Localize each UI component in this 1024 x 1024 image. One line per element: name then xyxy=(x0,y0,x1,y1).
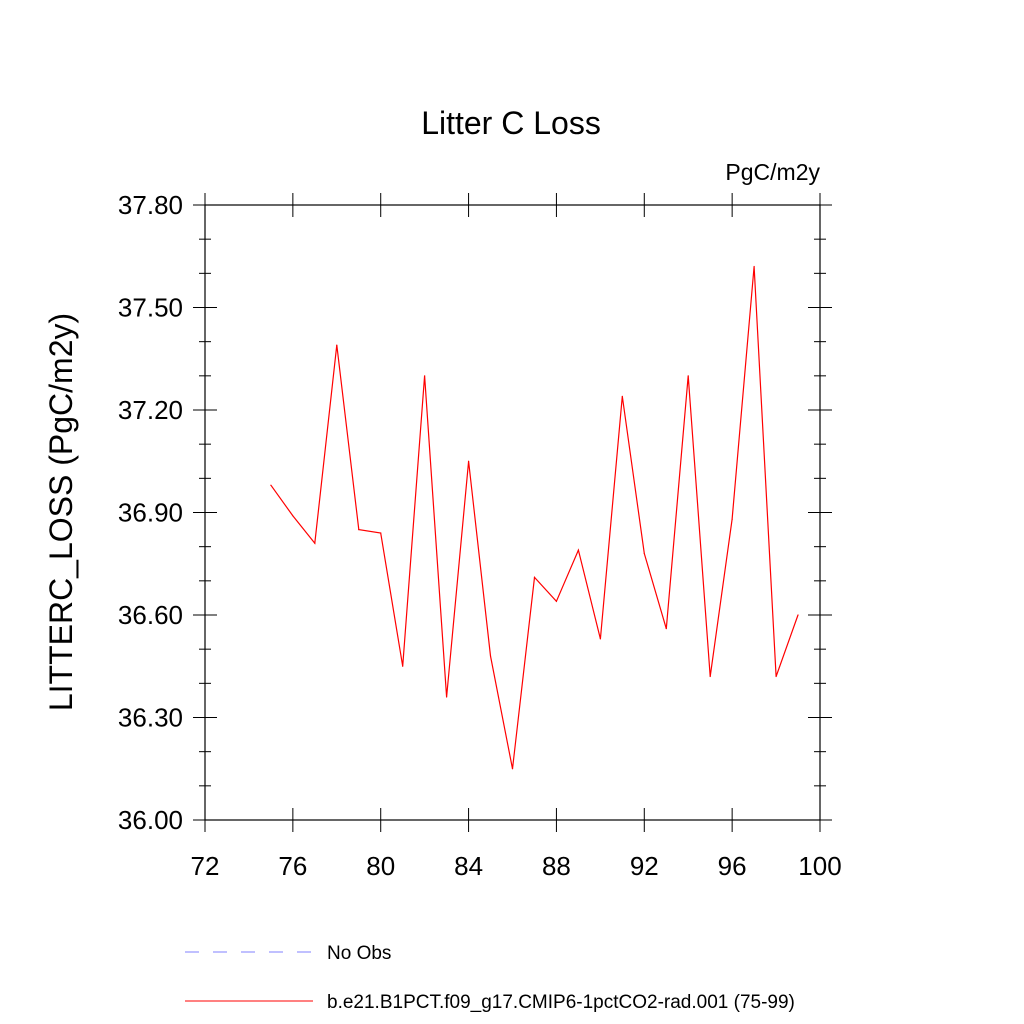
legend-label: b.e21.B1PCT.f09_g17.CMIP6-1pctCO2-rad.00… xyxy=(327,992,795,1013)
data-point xyxy=(402,665,404,667)
series-line xyxy=(270,266,799,769)
data-point xyxy=(292,515,294,517)
data-point xyxy=(797,614,799,616)
y-tick-label: 36.30 xyxy=(118,703,183,733)
y-tick-label: 36.60 xyxy=(118,600,183,630)
chart-title: Litter C Loss xyxy=(421,105,601,141)
x-tick-label: 84 xyxy=(454,851,483,881)
data-point xyxy=(336,344,338,346)
y-tick-label: 37.50 xyxy=(118,293,183,323)
data-point xyxy=(446,696,448,698)
data-point xyxy=(577,549,579,551)
data-point xyxy=(621,395,623,397)
data-point xyxy=(775,675,777,678)
y-tick-label: 37.20 xyxy=(118,395,183,425)
data-point xyxy=(709,675,711,678)
data-point xyxy=(511,768,514,770)
x-tick-label: 100 xyxy=(798,851,841,881)
data-point xyxy=(687,375,689,377)
y-axis-label: LITTERC_LOSS (PgC/m2y) xyxy=(43,313,79,711)
data-point xyxy=(665,628,667,630)
x-tick-label: 80 xyxy=(366,851,395,881)
legend: No Obs b.e21.B1PCT.f09_g17.CMIP6-1pctCO2-… xyxy=(185,943,795,1013)
y-tick-label: 37.80 xyxy=(118,190,183,220)
data-point xyxy=(533,576,536,579)
data-point xyxy=(314,542,316,544)
data-point xyxy=(424,375,426,377)
x-tick-label: 92 xyxy=(630,851,659,881)
data-point xyxy=(358,528,360,531)
series-layer xyxy=(270,265,799,770)
x-tick-label: 88 xyxy=(542,851,571,881)
x-tick-label: 96 xyxy=(718,851,747,881)
x-tick-label: 72 xyxy=(191,851,220,881)
data-point xyxy=(467,460,470,462)
units-label: PgC/m2y xyxy=(725,159,820,185)
axis-ticks: 72 76 80 84 88 92 96 100 36.00 36.30 36.60 36.90 37.… xyxy=(118,190,842,881)
plot-frame xyxy=(204,204,821,821)
data-point xyxy=(599,638,601,640)
data-point xyxy=(643,552,645,555)
data-point xyxy=(731,518,733,520)
data-point xyxy=(270,484,272,486)
data-point xyxy=(489,655,492,657)
y-tick-label: 36.90 xyxy=(118,498,183,528)
data-point xyxy=(753,265,755,268)
x-tick-label: 76 xyxy=(278,851,307,881)
data-point xyxy=(555,600,558,602)
legend-label: No Obs xyxy=(327,943,391,964)
y-tick-label: 36.00 xyxy=(118,805,183,835)
data-point xyxy=(380,532,382,534)
